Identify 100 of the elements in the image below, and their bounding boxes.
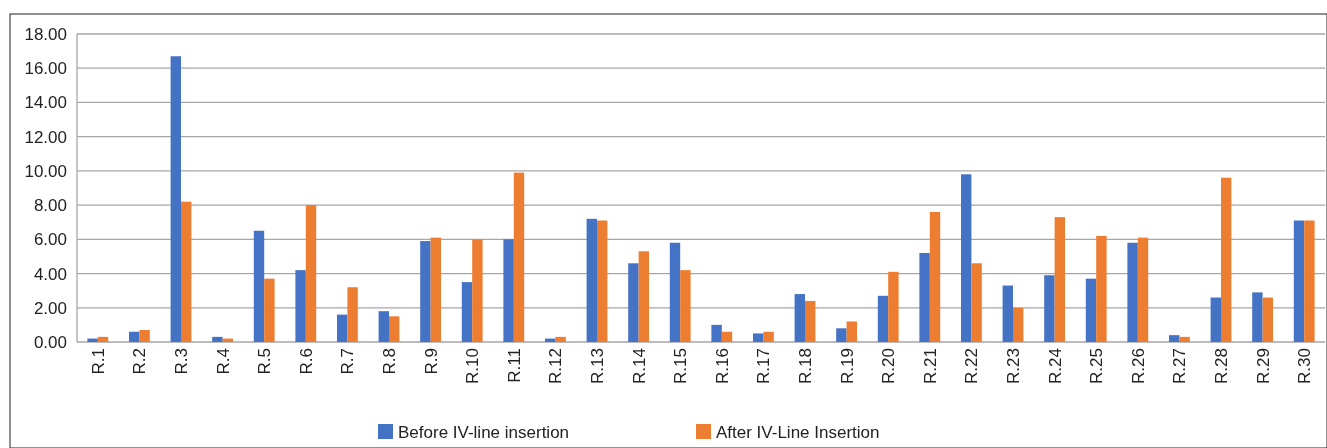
y-tick-label: 16.00 — [24, 59, 67, 79]
bar — [87, 338, 98, 342]
x-tick-label: R.8 — [379, 348, 399, 375]
bar — [461, 282, 473, 342]
x-tick-label: R.17 — [754, 348, 774, 384]
bar — [170, 56, 181, 342]
x-tick-label: R.10 — [463, 348, 483, 384]
y-tick-label: 12.00 — [24, 127, 67, 147]
bar — [877, 295, 889, 342]
bar — [305, 205, 317, 342]
bar — [597, 220, 608, 342]
x-tick-label: R.15 — [671, 348, 691, 384]
x-tick-label: R.12 — [546, 348, 566, 384]
bar — [212, 336, 223, 342]
bar — [628, 263, 639, 342]
x-tick-label: R.27 — [1170, 348, 1190, 384]
y-tick-label: 8.00 — [33, 196, 67, 216]
x-tick-label: R.29 — [1253, 348, 1273, 384]
x-tick-label: R.5 — [255, 348, 275, 375]
bar — [389, 316, 400, 342]
bar — [919, 253, 930, 342]
bar — [586, 218, 597, 342]
x-tick-label: R.30 — [1295, 348, 1315, 384]
bar — [1002, 285, 1013, 342]
x-tick-label: R.26 — [1128, 348, 1148, 384]
bar — [347, 287, 358, 342]
bar — [378, 311, 389, 342]
x-tick-label: R.6 — [296, 348, 316, 375]
x-tick-label: R.23 — [1003, 348, 1023, 384]
bar — [1252, 292, 1263, 342]
bar — [971, 263, 982, 342]
bar — [753, 333, 764, 342]
bar — [430, 237, 441, 342]
bar — [721, 331, 733, 342]
bar — [763, 331, 774, 342]
bar — [472, 239, 483, 342]
x-tick-label: R.9 — [421, 348, 441, 375]
bar — [888, 271, 899, 342]
bar — [929, 211, 941, 342]
bar — [253, 230, 265, 342]
x-tick-label: R.3 — [171, 348, 191, 375]
bar — [97, 336, 109, 342]
legend-label: After IV-Line Insertion — [716, 422, 880, 442]
bar — [1096, 235, 1107, 342]
bar — [669, 242, 681, 342]
x-tick-label: R.16 — [712, 348, 732, 384]
bar — [680, 270, 691, 342]
x-tick-label: R.2 — [130, 348, 150, 375]
bar — [1127, 242, 1138, 342]
y-tick-label: 18.00 — [24, 24, 67, 44]
bar — [295, 270, 306, 342]
bar — [711, 324, 722, 342]
bar — [420, 241, 431, 342]
bar — [836, 328, 847, 342]
bar — [638, 251, 649, 342]
bar — [555, 336, 566, 342]
bar — [1013, 307, 1024, 342]
x-tick-label: R.21 — [920, 348, 940, 384]
y-tick-label: 2.00 — [33, 298, 67, 318]
bar — [1221, 177, 1232, 342]
x-tick-label: R.25 — [1087, 348, 1107, 384]
y-tick-label: 10.00 — [24, 161, 67, 181]
bar — [1304, 220, 1315, 342]
bar — [1085, 278, 1097, 342]
x-tick-label: R.20 — [879, 348, 899, 384]
x-tick-label: R.11 — [504, 348, 524, 383]
x-tick-label: R.24 — [1045, 348, 1065, 384]
bar — [513, 172, 525, 342]
bar — [805, 300, 816, 342]
x-tick-label: R.18 — [795, 348, 815, 384]
x-tick-label: R.7 — [338, 348, 358, 375]
bar — [1054, 217, 1065, 342]
legend-label: Before IV-line insertion — [398, 422, 570, 442]
bar — [1210, 297, 1221, 342]
x-tick-label: R.14 — [629, 348, 649, 384]
bar — [181, 201, 192, 342]
bar — [1262, 297, 1273, 342]
x-tick-label: R.22 — [962, 348, 982, 384]
bar — [139, 330, 150, 342]
bar — [1179, 336, 1190, 342]
bar — [961, 174, 972, 342]
bar — [1169, 335, 1180, 342]
bar — [337, 314, 348, 342]
bar — [503, 239, 514, 342]
x-tick-label: R.28 — [1211, 348, 1231, 384]
y-tick-label: 6.00 — [33, 230, 67, 250]
y-tick-label: 14.00 — [24, 93, 67, 113]
y-tick-label: 4.00 — [33, 264, 67, 284]
y-tick-label: 0.00 — [33, 332, 67, 352]
x-tick-label: R.4 — [213, 348, 233, 375]
x-tick-label: R.1 — [88, 348, 108, 375]
bar — [129, 331, 140, 342]
bar — [264, 278, 275, 342]
x-tick-label: R.19 — [837, 348, 857, 384]
bar — [794, 294, 805, 342]
bar — [1137, 237, 1149, 342]
bar — [1293, 220, 1305, 342]
bar — [1044, 275, 1055, 342]
bar — [846, 321, 857, 342]
x-tick-label: R.13 — [587, 348, 607, 384]
